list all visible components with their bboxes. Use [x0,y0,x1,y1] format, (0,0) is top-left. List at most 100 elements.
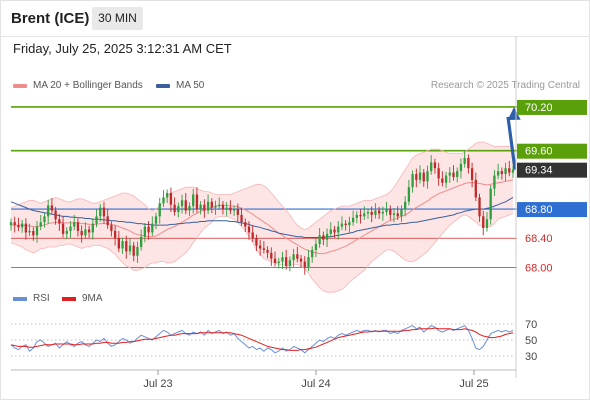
candle-body [493,175,496,189]
candle-body [192,194,195,207]
candle [489,184,492,225]
candle [35,221,39,243]
candle-body [128,245,132,252]
resistance-label: 69.60 [525,146,553,158]
rsi-tick-label: 30 [525,351,537,363]
candle-body [351,217,355,223]
candle [218,197,221,210]
candle [385,201,388,216]
indicator-lines [10,141,514,293]
candle-body [363,213,366,217]
candle-body [139,236,143,247]
candle [158,197,161,224]
candle-body [87,229,91,233]
candle [474,172,477,202]
candle-body [154,216,158,224]
forecast-arrow [506,106,521,170]
candle [151,216,154,237]
candle-body [58,219,61,224]
support-label: 68.40 [525,233,553,245]
candle-body [355,214,358,218]
ma20-label: MA 20 + Bollinger Bands [33,80,143,91]
candle [355,211,358,224]
candle [210,198,213,214]
candle-body [508,168,511,173]
candle [452,165,455,181]
candle-body [463,158,466,164]
candle [441,171,444,187]
candle-body [467,158,470,169]
candle-body [277,261,280,264]
candle-body [251,232,254,239]
candle-body [452,172,455,177]
candle [392,207,396,223]
candle [195,187,199,213]
candle-body [247,226,251,233]
candle-body [84,229,87,236]
candle-body [184,200,187,211]
candle-body [244,222,247,227]
candle [169,187,173,212]
ma50-label: MA 50 [176,80,205,91]
candle-body [95,216,98,224]
candle [500,167,503,180]
candle [363,206,366,220]
candle-body [147,226,150,233]
candle-body [285,257,288,266]
candle [418,165,422,184]
candle-body [482,216,485,229]
candle-body [214,206,217,208]
candle [337,221,340,240]
candle [73,214,76,231]
candle [225,202,228,217]
candle [84,222,87,239]
pivot-label: 68.80 [525,204,553,216]
candle-body [102,207,106,217]
candle-body [426,171,429,182]
candle-body [411,174,414,188]
candle-body [381,211,385,214]
candle-body [32,230,35,236]
legend-ma20: MA 20 + Bollinger Bands [13,80,143,91]
candle [281,251,284,269]
candle-body [24,223,28,233]
candle [299,255,303,268]
candle [166,189,169,203]
candle [255,234,258,251]
candles [9,150,515,275]
rsi-tick-label: 50 [525,335,537,347]
candle-body [307,257,310,268]
candle [162,190,165,207]
candle [322,231,325,246]
interval-button[interactable]: 30 MIN [92,7,143,30]
candle [411,170,414,193]
candle-body [437,168,440,179]
candle [184,193,187,215]
candle-body [180,200,184,207]
candle-body [400,209,403,217]
candle-body [262,248,266,250]
candle [121,237,124,254]
candle [106,209,109,229]
candle [54,206,57,225]
x-axis: Jul 23 Jul 24 Jul 25 [11,36,517,390]
candle-body [158,203,161,217]
candle-body [91,223,94,233]
credit-text: Research © 2025 Trading Central [430,80,580,91]
candle-body [489,188,492,220]
candle-body [348,222,351,226]
level-badge-resistance: 69.60 [517,143,587,159]
resistance-box [517,143,587,159]
candle [359,209,362,224]
timestamp: Friday, July 25, 2025 3:12:31 AM CET [13,41,232,56]
candle [102,202,106,224]
candle-body [504,168,507,175]
current-price-label: 69.34 [525,165,553,177]
pivot-box [517,202,587,218]
candle-body [240,214,243,223]
rsi-line [10,324,514,354]
ma20-line [11,179,514,255]
rsi-panel: 70 50 30 [10,319,537,363]
candle-body [359,214,362,217]
